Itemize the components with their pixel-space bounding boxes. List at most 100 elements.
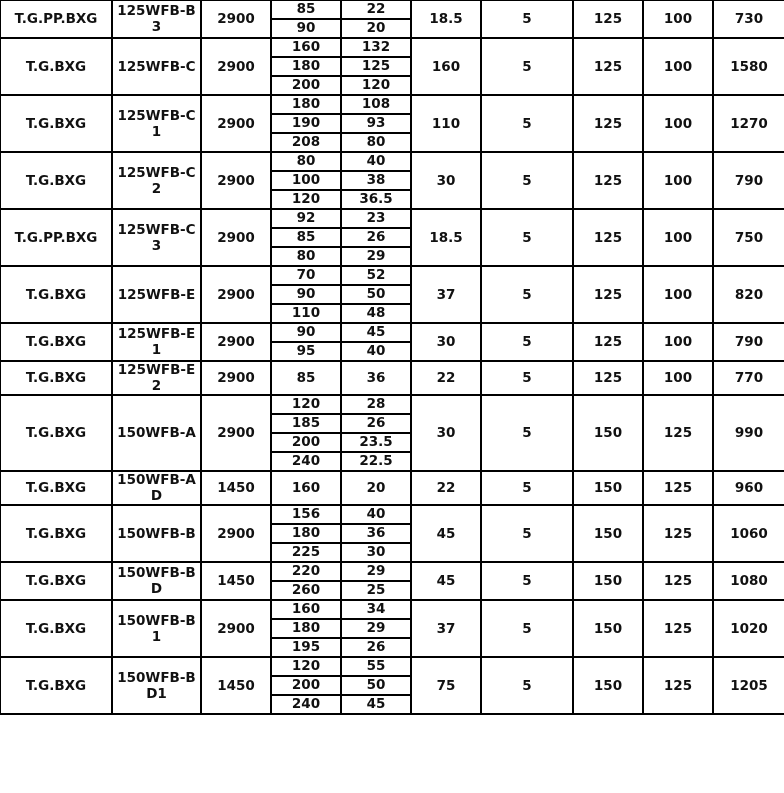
flow-cell: 95 [270,341,342,362]
power-cell: 37 [410,599,482,658]
npsh-cell: 5 [480,599,574,658]
inlet-cell: 125 [572,265,644,324]
head-cell: 25 [340,580,412,601]
head-cell: 132 [340,37,412,58]
table-row: T.G.BXG 150WFB-B1 2900 160 34 37 5 150 125 1020 [0,599,784,658]
table-row: 100 38 [0,170,784,191]
head-cell: 26 [340,227,412,248]
weight-cell: 1205 [712,656,784,715]
head-cell: 40 [340,341,412,362]
table-row: 200 23.5 [0,432,784,453]
npsh-cell: 5 [480,208,574,267]
table-row: T.G.BXG 125WFB-E 2900 70 52 37 5 125 100 820 [0,265,784,324]
head-cell: 55 [340,656,412,677]
flow-cell: 90 [270,322,342,343]
head-cell: 45 [340,322,412,343]
speed-cell: 2900 [200,94,272,153]
power-cell: 18.5 [410,208,482,267]
head-cell: 26 [340,413,412,434]
speed-cell: 2900 [200,208,272,267]
speed-cell: 1450 [200,470,272,506]
weight-cell: 1270 [712,94,784,153]
inlet-cell: 125 [572,94,644,153]
table-row: 190 93 [0,113,784,134]
flow-cell: 120 [270,394,342,415]
weight-cell: 730 [712,0,784,39]
flow-cell: 190 [270,113,342,134]
flow-cell: 180 [270,618,342,639]
table-row: T.G.PP.BXG 125WFB-C3 2900 92 23 18.5 5 125 100 75… [0,208,784,267]
inlet-cell: 125 [572,322,644,362]
table-row: 200 120 [0,75,784,96]
flow-cell: 225 [270,542,342,563]
table-row: T.G.PP.BXG 125WFB-B3 2900 85 22 18.5 5 125 100 73… [0,0,784,39]
flow-cell: 200 [270,75,342,96]
head-cell: 29 [340,561,412,582]
flow-cell: 200 [270,432,342,453]
inlet-cell: 150 [572,561,644,601]
npsh-cell: 5 [480,37,574,96]
flow-cell: 160 [270,37,342,58]
table-body: T.G.PP.BXG 125WFB-B3 2900 85 22 18.5 5 125 100 73… [0,0,784,715]
head-cell: 29 [340,618,412,639]
speed-cell: 2900 [200,504,272,563]
inlet-cell: 150 [572,656,644,715]
series-cell: T.G.BXG [0,504,113,563]
series-cell: T.G.PP.BXG [0,0,113,39]
flow-cell: 85 [270,0,342,20]
npsh-cell: 5 [480,151,574,210]
weight-cell: 960 [712,470,784,506]
inlet-cell: 150 [572,470,644,506]
pump-spec-table: T.G.PP.BXG 125WFB-B3 2900 85 22 18.5 5 125 100 73… [0,0,784,715]
head-cell: 22.5 [340,451,412,472]
npsh-cell: 5 [480,322,574,362]
inlet-cell: 150 [572,394,644,472]
table-row: 90 20 [0,18,784,39]
head-cell: 108 [340,94,412,115]
head-cell: 23 [340,208,412,229]
outlet-cell: 100 [642,208,714,267]
power-cell: 45 [410,504,482,563]
weight-cell: 770 [712,360,784,396]
table-row: 85 26 [0,227,784,248]
series-cell: T.G.BXG [0,151,113,210]
table-row: 180 29 [0,618,784,639]
power-cell: 45 [410,561,482,601]
speed-cell: 2900 [200,265,272,324]
outlet-cell: 100 [642,360,714,396]
outlet-cell: 125 [642,470,714,506]
flow-cell: 185 [270,413,342,434]
model-cell: 150WFB-B1 [111,599,202,658]
model-cell: 125WFB-C2 [111,151,202,210]
series-cell: T.G.BXG [0,322,113,362]
head-cell: 23.5 [340,432,412,453]
series-cell: T.G.BXG [0,37,113,96]
speed-cell: 2900 [200,322,272,362]
head-cell: 50 [340,675,412,696]
outlet-cell: 125 [642,656,714,715]
model-cell: 125WFB-E2 [111,360,202,396]
table-row: 80 29 [0,246,784,267]
flow-cell: 90 [270,18,342,39]
weight-cell: 1060 [712,504,784,563]
series-cell: T.G.BXG [0,394,113,472]
model-cell: 125WFB-E [111,265,202,324]
speed-cell: 2900 [200,599,272,658]
head-cell: 22 [340,0,412,20]
model-cell: 150WFB-A [111,394,202,472]
head-cell: 29 [340,246,412,267]
table-row: T.G.BXG 150WFB-BD1 1450 120 55 75 5 150 125 1205 [0,656,784,715]
speed-cell: 2900 [200,151,272,210]
model-cell: 125WFB-B3 [111,0,202,39]
table-row: 225 30 [0,542,784,563]
head-cell: 38 [340,170,412,191]
table-row: 120 36.5 [0,189,784,210]
inlet-cell: 150 [572,504,644,563]
flow-cell: 80 [270,246,342,267]
model-cell: 125WFB-E1 [111,322,202,362]
head-cell: 80 [340,132,412,153]
head-cell: 20 [340,470,412,506]
outlet-cell: 100 [642,151,714,210]
series-cell: T.G.BXG [0,656,113,715]
power-cell: 75 [410,656,482,715]
